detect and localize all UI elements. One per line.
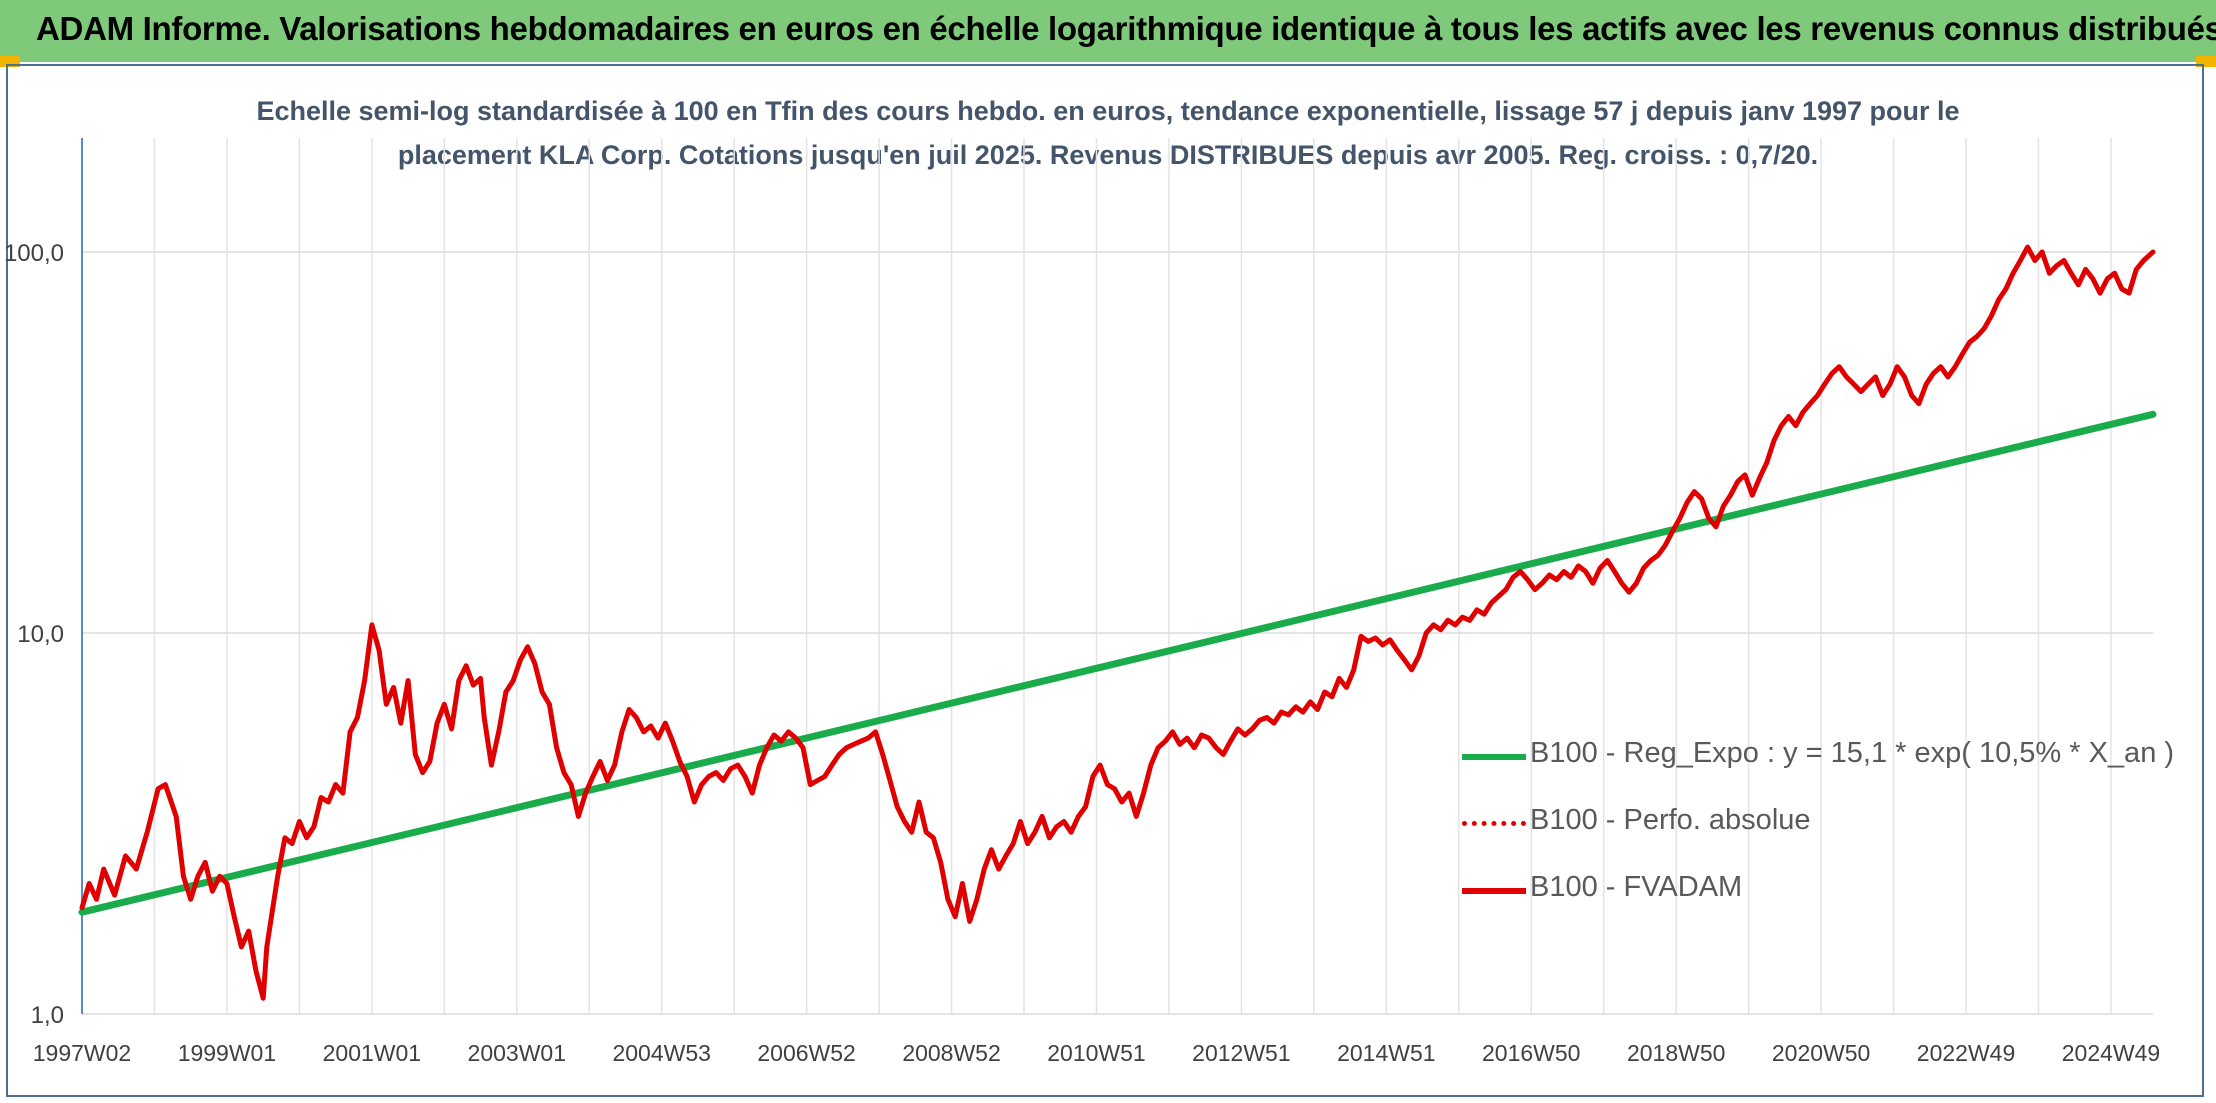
x-tick-label: 2001W01 xyxy=(323,1040,421,1066)
chart-title-line1: Echelle semi-log standardisée à 100 en T… xyxy=(256,96,1960,126)
x-tick-label: 2006W52 xyxy=(757,1040,855,1066)
legend-label-perfo: B100 - Perfo. absolue xyxy=(1530,804,1811,836)
series-line-fvadam xyxy=(79,244,2156,1001)
chart-title-line2: placement KLA Corp. Cotations jusqu'en j… xyxy=(397,140,1819,170)
x-tick-label: 2010W51 xyxy=(1047,1040,1145,1066)
legend-label-regression: B100 - Reg_Expo : y = 15,1 * exp( 10,5% … xyxy=(1530,737,2175,769)
x-tick-label: 2012W51 xyxy=(1192,1040,1290,1066)
y-tick-label: 1,0 xyxy=(31,1002,64,1029)
x-tick-label: 1997W02 xyxy=(33,1040,131,1066)
x-tick-label: 2004W53 xyxy=(612,1040,710,1066)
x-tick-label: 2008W52 xyxy=(902,1040,1000,1066)
header-banner: ADAM Informe. Valorisations hebdomadaire… xyxy=(0,0,2216,62)
chart-frame xyxy=(6,64,2204,1097)
legend-label-fvadam: B100 - FVADAM xyxy=(1530,871,1743,903)
legend-swatch-fvadam xyxy=(1462,888,1526,894)
x-tick-label: 2020W50 xyxy=(1772,1040,1870,1066)
header-title: ADAM Informe. Valorisations hebdomadaire… xyxy=(36,10,2216,47)
series-line-regression xyxy=(78,410,2157,916)
y-tick-label: 100,0 xyxy=(4,240,64,267)
x-tick-label: 2003W01 xyxy=(468,1040,566,1066)
x-tick-label: 2022W49 xyxy=(1917,1040,2015,1066)
corner-marker-right xyxy=(2196,56,2216,67)
x-tick-label: 1999W01 xyxy=(178,1040,276,1066)
legend-swatch-perfo xyxy=(1462,821,1526,826)
y-tick-label: 10,0 xyxy=(17,621,64,648)
x-tick-label: 2024W49 xyxy=(2062,1040,2160,1066)
corner-marker-left xyxy=(0,56,20,67)
x-tick-label: 2014W51 xyxy=(1337,1040,1435,1066)
x-tick-label: 2018W50 xyxy=(1627,1040,1725,1066)
legend-swatch-regression xyxy=(1462,754,1526,760)
x-tick-label: 2016W50 xyxy=(1482,1040,1580,1066)
